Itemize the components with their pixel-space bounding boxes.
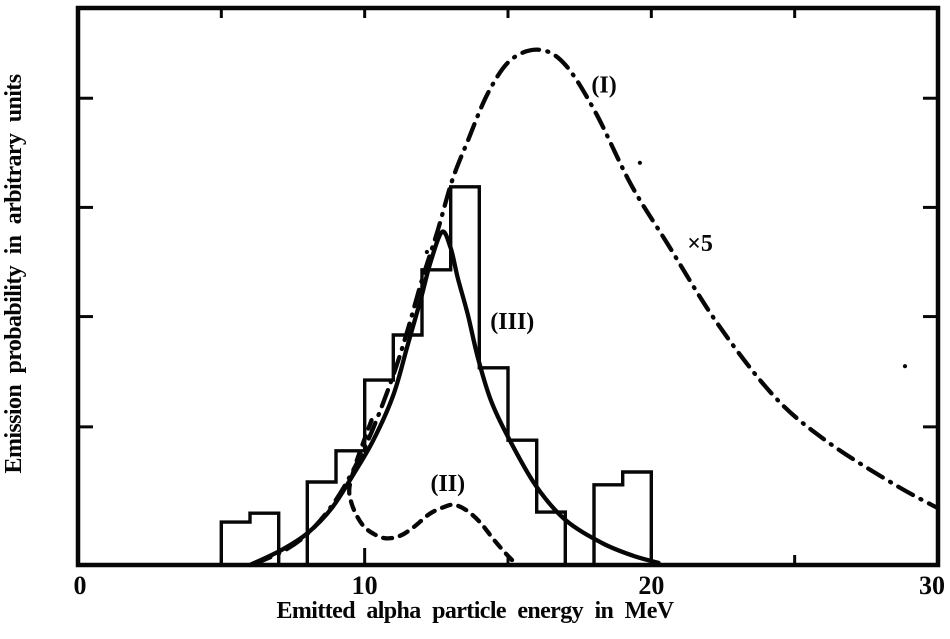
curve-annotation: (II) bbox=[430, 471, 465, 497]
scan-speck bbox=[424, 249, 429, 255]
x-tick-label: 20 bbox=[638, 571, 664, 600]
curve-annotation: (I) bbox=[591, 72, 616, 98]
curve-III bbox=[247, 229, 661, 568]
curve-annotation: (III) bbox=[490, 309, 534, 335]
x-tick-label: 30 bbox=[919, 571, 945, 600]
x-tick-label: 0 bbox=[74, 571, 87, 600]
scan-speck bbox=[902, 364, 908, 369]
x-tick-label: 10 bbox=[352, 571, 378, 600]
y-axis-label: Emission probability in arbitrary units bbox=[1, 74, 27, 474]
curve-annotation: ×5 bbox=[687, 231, 713, 257]
plot-frame bbox=[75, 5, 941, 568]
curve-I bbox=[253, 47, 941, 568]
x-axis-label: Emitted alpha particle energy in MeV bbox=[276, 598, 674, 624]
curve-II bbox=[347, 418, 515, 563]
scan-speck bbox=[637, 160, 643, 165]
